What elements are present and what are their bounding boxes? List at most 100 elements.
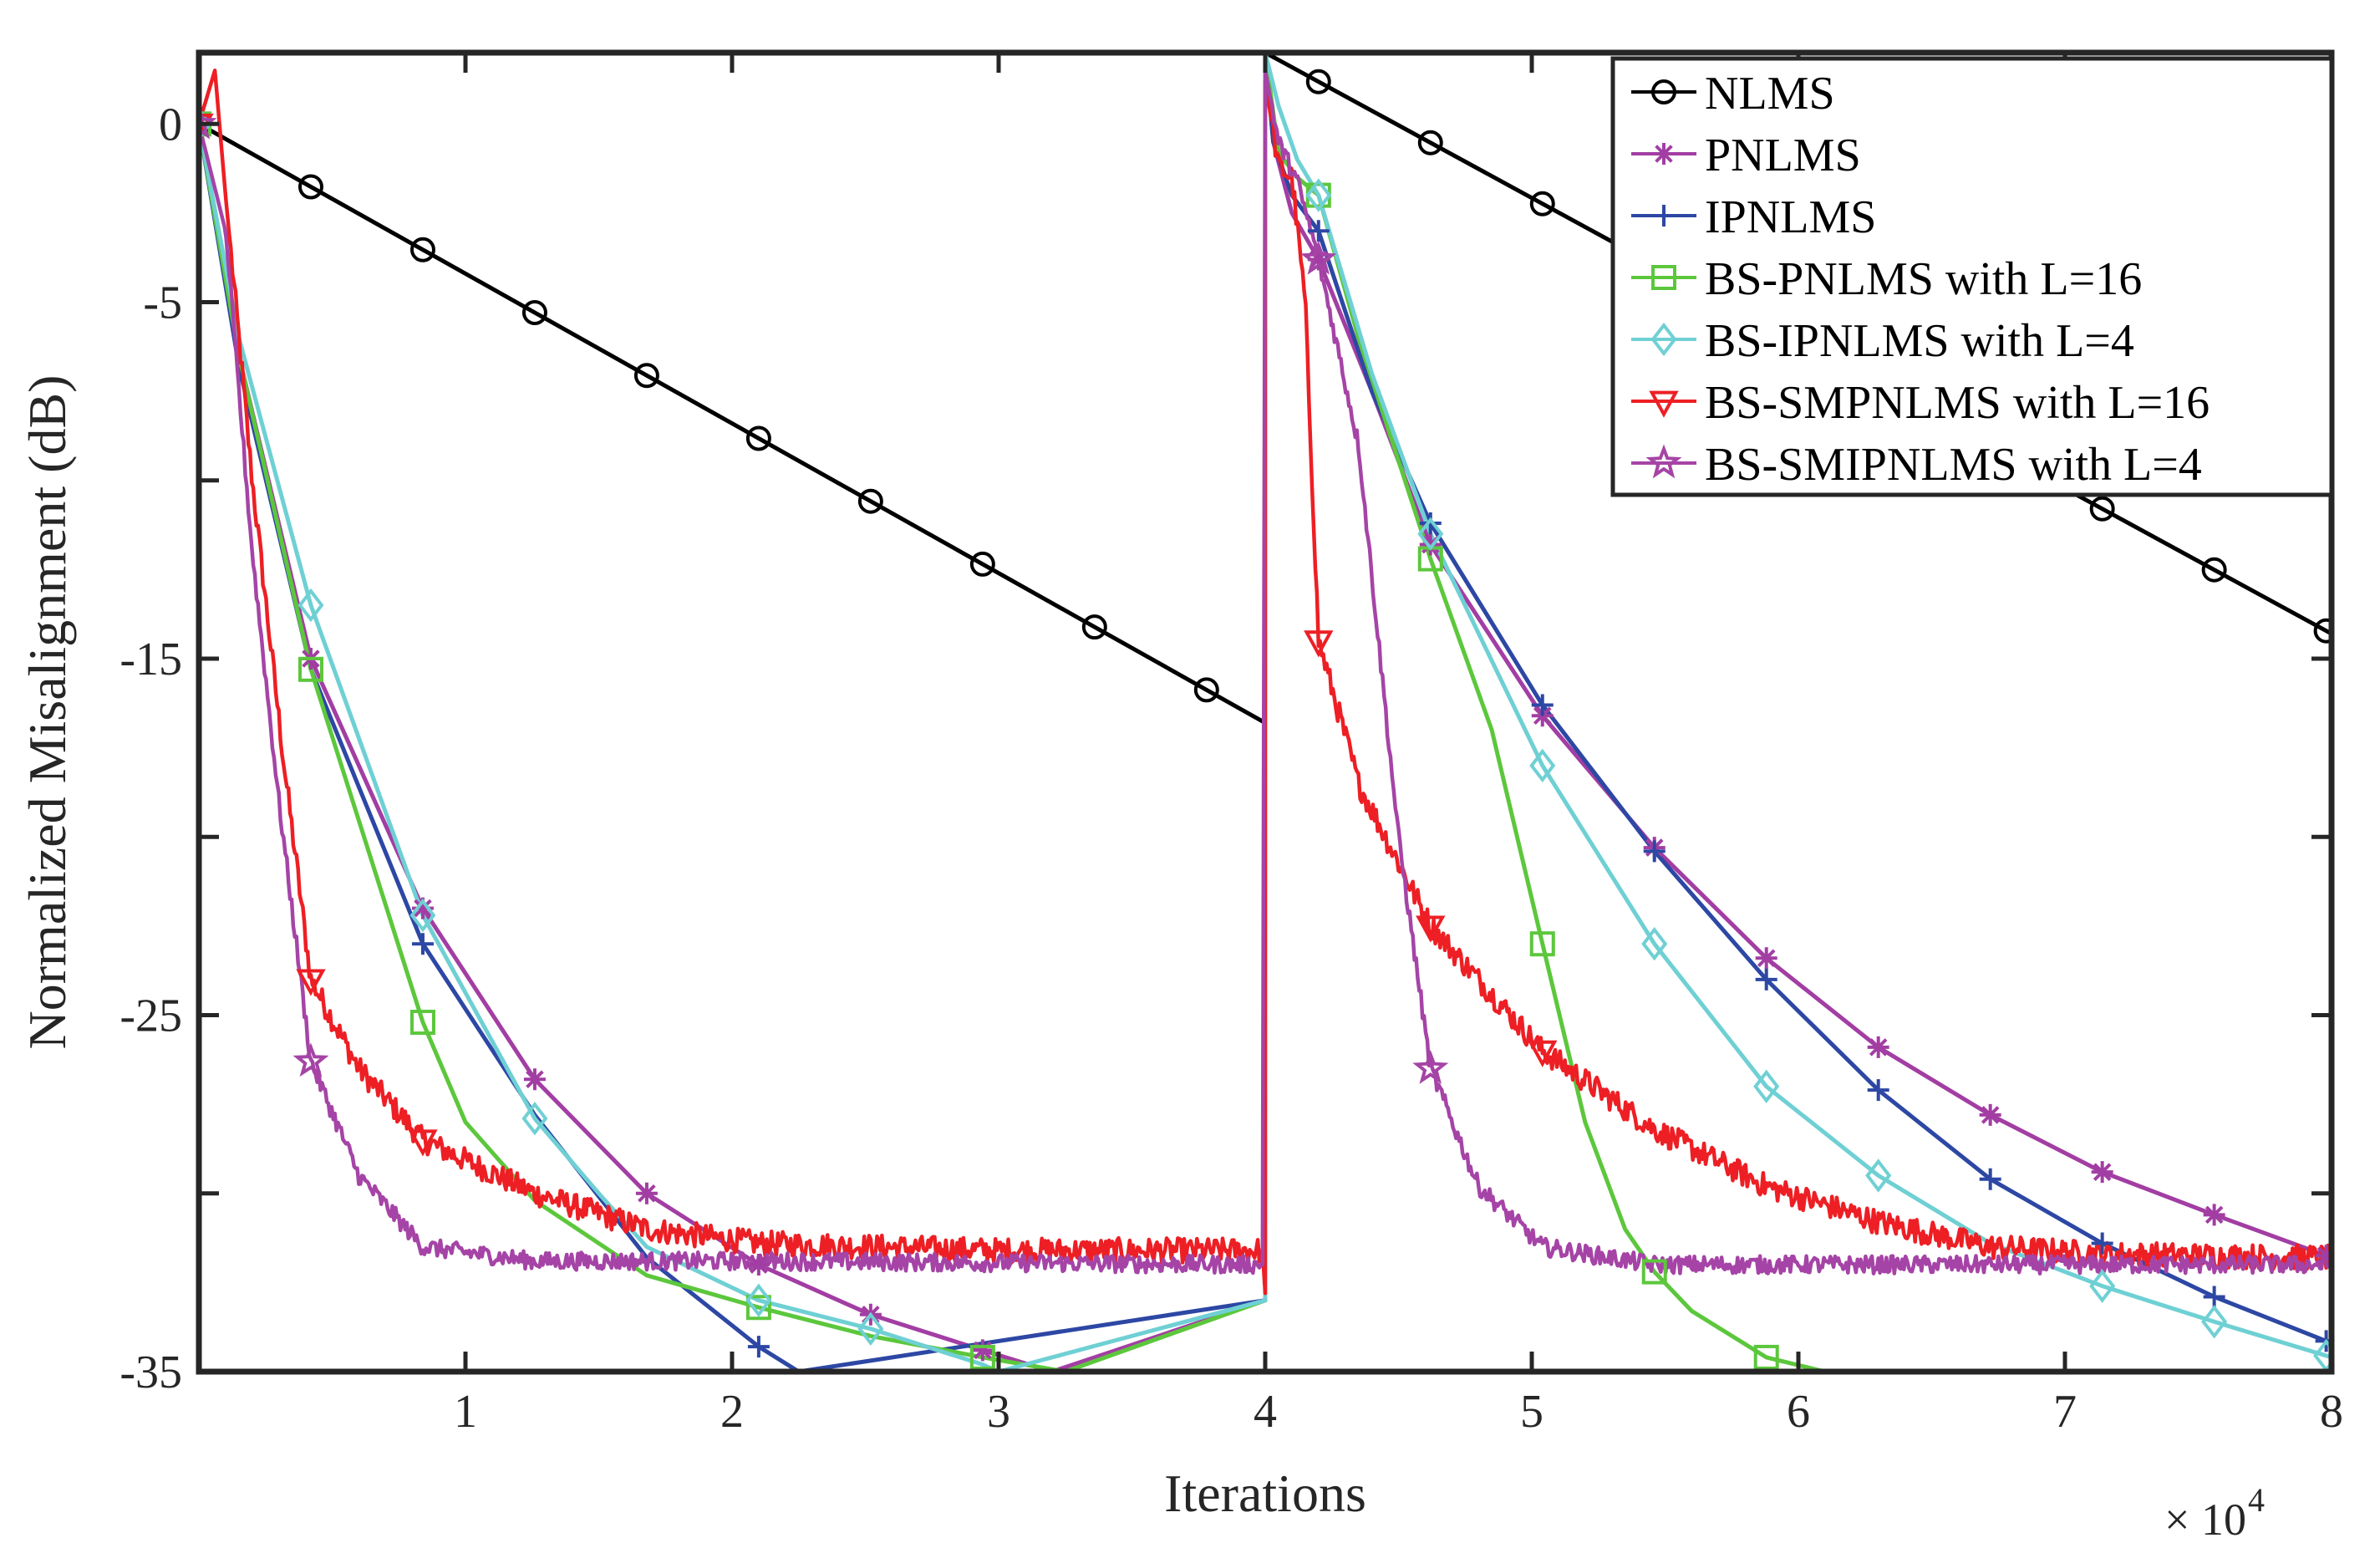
x-tick-label: 1 <box>454 1386 477 1438</box>
series-marker-6 <box>1300 240 1337 275</box>
series-marker-0 <box>1529 191 1555 216</box>
series-marker-0 <box>1305 69 1331 94</box>
series-marker-2 <box>1979 1168 2001 1190</box>
series-marker-1 <box>523 1068 546 1091</box>
legend-label: NLMS <box>1705 68 1835 120</box>
series-marker-1 <box>2091 1161 2113 1184</box>
series-marker-0 <box>1081 614 1107 640</box>
series-marker-6 <box>1412 1049 1449 1084</box>
series-marker-2 <box>2203 1286 2225 1308</box>
series-marker-1 <box>1867 1036 1889 1058</box>
series-marker-4 <box>409 898 436 933</box>
series-marker-4 <box>2089 1269 2116 1303</box>
series-marker-5 <box>296 969 326 996</box>
series-marker-2 <box>1307 220 1330 242</box>
legend-marker <box>1653 205 1675 227</box>
series-line-4 <box>199 53 2332 1372</box>
legend-marker <box>1650 322 1677 357</box>
series-marker-2 <box>1643 840 1665 863</box>
y-tick-label: -25 <box>120 990 182 1042</box>
x-tick-labels: 1 2 3 4 5 6 7 8 <box>454 1386 2343 1438</box>
x-tick-label: 8 <box>2320 1386 2343 1438</box>
x-tick-label: 2 <box>720 1386 744 1438</box>
plot-frame <box>196 49 2335 1375</box>
x-axis-title: Iterations <box>1164 1464 1366 1523</box>
series-marker-2 <box>1531 694 1554 716</box>
series-marker-0 <box>1193 677 1219 703</box>
series-marker-3 <box>409 1010 435 1036</box>
series-marker-1 <box>2203 1204 2225 1226</box>
series-marker-4 <box>1865 1158 1892 1193</box>
series-marker-0 <box>857 488 883 514</box>
legend-marker <box>1645 444 1682 479</box>
series-marker-3 <box>1641 1259 1667 1285</box>
legend-box <box>1610 56 2334 497</box>
series-marker-1 <box>747 1254 770 1276</box>
series-marker-3 <box>1753 1344 1779 1370</box>
y-axis-title: Normalized Misalignment (dB) <box>18 375 77 1050</box>
legend: NLMS PNLMS IPNLMS BS-PNLMS with L=16 BS-IPNL… <box>1610 56 2334 497</box>
series-marker-5 <box>1304 630 1334 658</box>
series-marker-0 <box>2201 557 2227 583</box>
series-marker-1 <box>1307 248 1330 271</box>
series-marker-1 <box>1419 533 1442 556</box>
series-marker-1 <box>1979 1103 2001 1126</box>
y-tick-label: -5 <box>143 278 182 329</box>
x-tick-label: 4 <box>1254 1386 1277 1438</box>
series-marker-5 <box>1528 1040 1558 1067</box>
y-tick-label: -15 <box>120 634 182 685</box>
series-marker-0 <box>633 363 659 389</box>
series-marker-6 <box>292 1042 329 1077</box>
series-marker-0 <box>969 551 995 577</box>
series-marker-0 <box>298 174 323 200</box>
series-marker-1 <box>635 1182 658 1204</box>
legend-marker <box>1651 265 1676 290</box>
series-marker-0 <box>521 299 547 325</box>
series-marker-2 <box>2091 1232 2113 1255</box>
series-marker-3 <box>298 656 323 682</box>
series-marker-5 <box>1416 915 1446 943</box>
series-marker-0 <box>2089 496 2115 522</box>
x-tick-label: 3 <box>987 1386 1010 1438</box>
series-marker-3 <box>745 1295 771 1321</box>
x-tick-label: 7 <box>2053 1386 2077 1438</box>
x-tick-label: 6 <box>1787 1386 1810 1438</box>
legend-items: NLMS PNLMS IPNLMS BS-PNLMS with L=16 BS-IPNL… <box>1631 68 2210 491</box>
x-exponent-label: × 10 4 <box>2164 1481 2265 1545</box>
legend-label: BS-PNLMS with L=16 <box>1705 253 2142 305</box>
series-marker-2 <box>747 1336 770 1358</box>
series-marker-4 <box>298 588 324 623</box>
legend-label: BS-IPNLMS with L=4 <box>1705 315 2134 367</box>
series-marker-0 <box>1417 130 1443 155</box>
series-marker-5 <box>408 1129 438 1157</box>
legend-marker <box>1651 79 1676 104</box>
series-marker-0 <box>2313 618 2332 644</box>
series-marker-1 <box>411 897 434 919</box>
series-marker-3 <box>969 1344 995 1370</box>
x-tick-label: 5 <box>1520 1386 1543 1438</box>
series-marker-4 <box>1529 748 1556 783</box>
series-marker-0 <box>409 237 435 262</box>
series-marker-1 <box>1755 947 1777 970</box>
series-marker-3 <box>1529 931 1555 957</box>
series-marker-2 <box>1755 968 1777 990</box>
legend-label: PNLMS <box>1705 130 1861 181</box>
series-marker-1 <box>971 1339 994 1362</box>
legend-marker <box>1649 390 1679 418</box>
series-marker-2 <box>1867 1079 1889 1102</box>
y-tick-label: 0 <box>159 99 182 150</box>
series-marker-4 <box>1753 1069 1780 1103</box>
series-marker-0 <box>745 425 771 451</box>
series-marker-4 <box>521 1102 548 1136</box>
series-marker-4 <box>1305 178 1332 212</box>
y-tick-labels: 0 -5 -15 -25 -35 <box>120 99 182 1398</box>
series-marker-1 <box>2315 1245 2332 1267</box>
series-marker-2 <box>1419 512 1442 534</box>
legend-label: BS-SMIPNLMS with L=4 <box>1705 439 2202 491</box>
legend-marker <box>1653 143 1675 165</box>
series-marker-4 <box>745 1283 772 1317</box>
x-exponent-base: × 10 <box>2164 1495 2246 1545</box>
y-tick-label: -35 <box>120 1347 182 1398</box>
x-exponent-power: 4 <box>2248 1481 2265 1519</box>
